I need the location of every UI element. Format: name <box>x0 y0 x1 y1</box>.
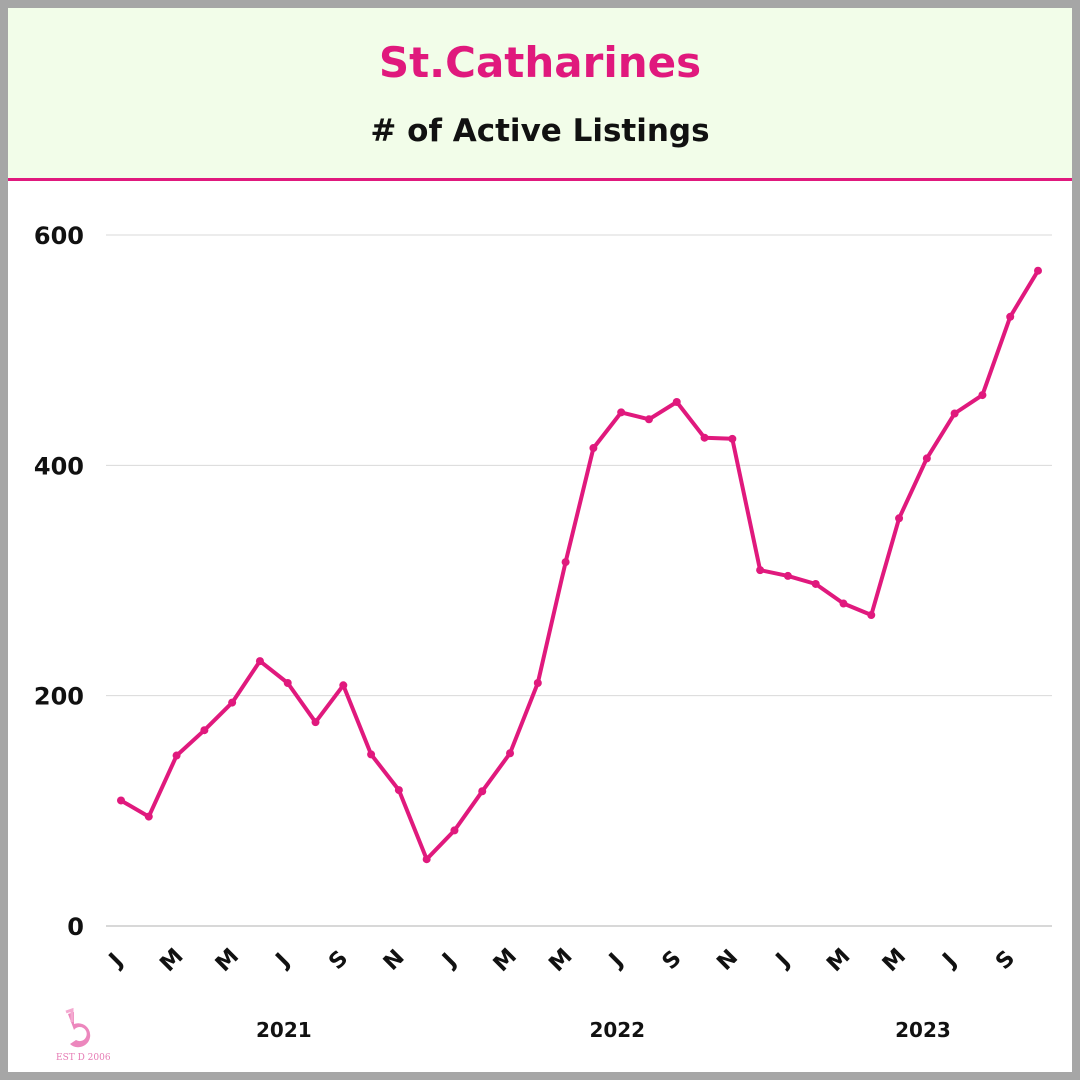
data-point <box>950 409 959 418</box>
year-label: 2023 <box>895 1018 951 1042</box>
x-tick-label: M <box>878 944 911 977</box>
data-point <box>228 698 237 707</box>
x-tick-label: M <box>822 944 855 977</box>
chart-header: St.Catharines # of Active Listings <box>8 8 1072 181</box>
x-tick-label: S <box>991 946 1020 975</box>
data-point <box>728 434 737 443</box>
chart-subtitle: # of Active Listings <box>370 113 710 149</box>
data-point <box>978 391 987 400</box>
x-tick-label: M <box>155 944 188 977</box>
logo-accent <box>65 1007 74 1022</box>
brand-logo-icon: EST D 2006 <box>56 1007 111 1063</box>
data-point <box>367 750 376 759</box>
data-point <box>867 611 876 620</box>
gridlines <box>106 234 1052 927</box>
logo-text: EST D 2006 <box>56 1053 111 1063</box>
data-point <box>561 558 570 567</box>
year-label: 2022 <box>589 1018 645 1042</box>
y-tick-label: 200 <box>34 683 84 711</box>
year-labels: 2021 2022 2023 <box>256 1018 951 1042</box>
data-point <box>283 678 292 687</box>
x-tick-label: J <box>437 949 462 974</box>
x-tick-label: J <box>770 949 795 974</box>
data-point <box>200 726 209 735</box>
data-point <box>172 751 181 760</box>
x-tick-label: N <box>712 945 743 976</box>
data-point <box>783 571 792 580</box>
x-tick-label: S <box>324 946 353 975</box>
year-label: 2021 <box>256 1018 312 1042</box>
x-tick-label: N <box>379 945 410 976</box>
data-point <box>922 454 931 463</box>
data-point <box>144 812 153 821</box>
x-tick-label: S <box>658 946 687 975</box>
data-point <box>394 786 403 795</box>
data-point <box>478 787 487 796</box>
data-point <box>672 397 681 406</box>
data-point <box>339 681 348 690</box>
x-tick-label: M <box>544 944 577 977</box>
data-point <box>450 826 459 835</box>
y-tick-label: 0 <box>67 913 84 941</box>
series-line <box>119 268 1040 862</box>
data-point <box>255 657 264 666</box>
x-tick-label: J <box>937 949 962 974</box>
data-point <box>422 855 431 864</box>
x-tick-label: J <box>270 949 295 974</box>
logo-mark <box>68 1012 91 1048</box>
y-tick-label: 600 <box>34 222 84 250</box>
y-tick-label: 400 <box>34 452 84 480</box>
data-point <box>644 415 653 424</box>
data-point <box>533 678 542 687</box>
data-point <box>1034 266 1042 275</box>
x-tick-label: M <box>211 944 244 977</box>
x-tick-label: M <box>489 944 522 977</box>
data-point <box>700 433 709 442</box>
data-point <box>1006 312 1015 321</box>
data-point <box>756 566 765 575</box>
data-point <box>589 444 598 453</box>
data-point <box>811 579 820 588</box>
data-point <box>617 408 626 417</box>
x-tick-label: J <box>603 949 628 974</box>
y-axis-ticks: 0 200 400 600 <box>34 222 84 941</box>
series-layer <box>117 266 1042 864</box>
data-point <box>895 514 904 523</box>
data-point <box>117 796 125 805</box>
data-point <box>311 718 320 727</box>
data-point <box>839 599 848 608</box>
chart-title: St.Catharines <box>378 38 702 87</box>
data-point <box>506 749 515 758</box>
x-tick-label: J <box>103 949 128 974</box>
